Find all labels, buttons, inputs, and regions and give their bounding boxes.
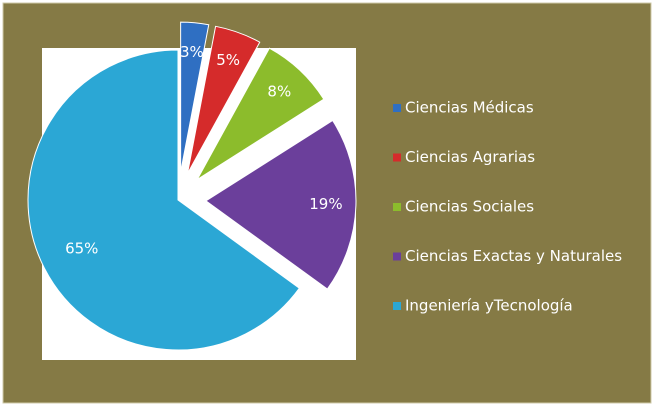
pie-slice [27, 49, 301, 351]
data-label: 5% [216, 51, 240, 69]
legend-marker [393, 104, 401, 112]
data-label: 65% [65, 240, 98, 258]
pie-slice [205, 119, 357, 290]
data-label: 8% [267, 83, 291, 101]
legend-marker [393, 302, 401, 310]
legend-label: Ingeniería yTecnología [405, 297, 573, 315]
legend-marker [393, 252, 401, 261]
legend-label: Ciencias Sociales [405, 198, 534, 216]
pie-slice [180, 21, 210, 173]
legend-label: Ciencias Exactas y Naturales [405, 247, 622, 265]
data-label: 3% [180, 43, 204, 61]
pie-slice [186, 25, 261, 174]
legend-label: Ciencias Médicas [405, 99, 534, 117]
pie-slice [196, 47, 325, 181]
data-label: 19% [309, 195, 342, 213]
legend-label: Ciencias Agrarias [405, 148, 535, 166]
legend-marker [393, 153, 401, 162]
legend-marker [393, 203, 401, 211]
